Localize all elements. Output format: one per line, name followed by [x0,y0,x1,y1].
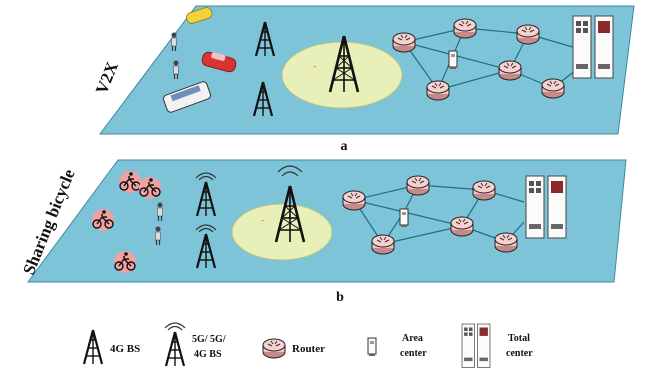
panel-title: V2X [92,58,122,96]
legend-5g-bs-icon [165,323,185,366]
car-icon [185,7,213,24]
bicycle-icon [91,208,115,232]
router-icon [406,175,430,196]
legend-total-center-label-line2: center [506,348,533,359]
legend-router-icon [262,338,286,359]
router-icon [450,216,474,237]
legend-4g-bs-icon [82,328,104,366]
bicycle-icon [118,170,142,194]
bicycle-icon [138,176,162,200]
router-icon [541,78,565,99]
router-icon [371,234,395,255]
router-icon [498,60,522,81]
coverage-area [281,41,403,109]
legend-area-center-label-line1: Area [402,333,423,344]
router-icon [516,24,540,45]
legend-total-center-icon [461,323,491,368]
router-icon [453,18,477,39]
legend-total-center-label-line1: Total [508,333,530,344]
legend: 4G BS 5G/ 5G/ 4G BS Router Area center T… [82,323,533,368]
panel-letter: b [336,290,344,305]
router-icon [342,190,366,211]
panel-letter: a [341,139,348,154]
router-icon [472,180,496,201]
router-icon [426,80,450,101]
legend-area-center-label-line2: center [400,348,427,359]
legend-area-center-icon [367,337,377,357]
panel-sharing-bicycle: Sharing bicycle b [19,159,627,305]
legend-5g-bs-label-line1: 5G/ 5G/ [192,334,226,345]
bus-icon [162,81,212,113]
coverage-area [231,203,333,261]
area-center-icon [399,208,409,228]
area-center-icon [448,50,458,70]
legend-router-label: Router [292,343,325,355]
bicycle-icon [113,250,137,274]
car-icon [201,51,237,73]
panel-v2x: V2X a [92,5,635,154]
router-icon [392,32,416,53]
legend-5g-bs-label-line2: 4G BS [194,349,222,360]
legend-4g-bs-label: 4G BS [110,343,140,355]
router-icon [494,232,518,253]
